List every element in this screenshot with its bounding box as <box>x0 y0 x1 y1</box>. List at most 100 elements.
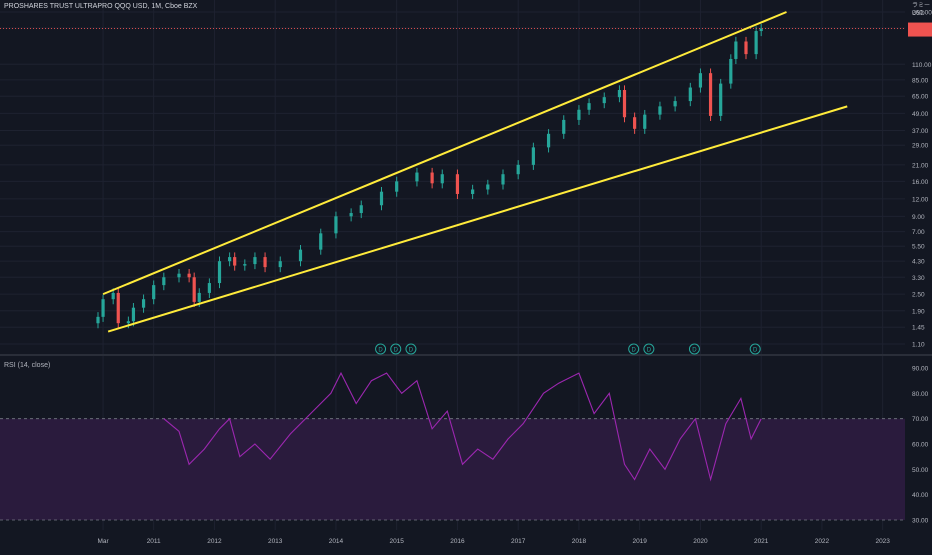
price-tick-label: 21.00 <box>912 162 929 169</box>
candle-body <box>546 133 551 148</box>
dividend-marker-icon <box>688 343 700 355</box>
candle-body <box>111 292 115 300</box>
candle-body <box>471 189 475 194</box>
dividend-marker-icon <box>643 343 655 355</box>
price-tick-label: 7.00 <box>912 229 925 236</box>
candle-body <box>263 257 267 268</box>
candle-body <box>298 249 303 262</box>
price-tick-label: 65.00 <box>912 94 929 101</box>
time-axis-label: Mar <box>97 538 109 545</box>
candle-body <box>243 264 247 266</box>
dividend-marker-label: D <box>378 348 383 354</box>
candle-body <box>617 89 622 98</box>
rsi-tick-label: 40.00 <box>912 492 929 499</box>
candle-body <box>562 119 566 134</box>
rsi-band <box>0 418 905 520</box>
channel-trendline <box>107 105 848 333</box>
candle-body <box>334 216 338 234</box>
price-tick-label: 49.00 <box>912 111 929 118</box>
candle-body <box>622 89 627 118</box>
candle-body <box>96 316 100 324</box>
candle-body <box>349 213 353 217</box>
candle-body <box>643 114 647 129</box>
candle-body <box>192 277 196 302</box>
dividend-marker-label: D <box>632 348 637 354</box>
candle-body <box>587 103 591 110</box>
candle-body <box>228 257 232 262</box>
price-tick-label: 2.50 <box>912 292 925 299</box>
rsi-tick-label: 80.00 <box>912 391 929 398</box>
last-price-badge <box>908 22 932 37</box>
candle-body <box>101 299 105 317</box>
time-axis-label: 2018 <box>572 538 587 545</box>
candle-body <box>633 117 637 129</box>
price-tick-label: 4.30 <box>912 259 925 266</box>
candle-body <box>486 184 490 190</box>
candle-body <box>455 174 460 194</box>
dividend-marker-label: D <box>394 348 399 354</box>
rsi-tick-label: 70.00 <box>912 416 929 423</box>
dividend-marker-icon <box>749 343 761 355</box>
price-tick-label: 3.30 <box>912 275 925 282</box>
candle-body <box>744 41 748 55</box>
time-axis-label: 2019 <box>632 538 647 545</box>
candle-body <box>233 257 237 266</box>
candle-body <box>187 273 191 278</box>
time-axis-label: 2020 <box>693 538 708 545</box>
price-tick-label: 260.00 <box>912 10 932 17</box>
candle-body <box>177 273 181 278</box>
candle-body <box>734 41 738 59</box>
candle-body <box>359 205 363 214</box>
price-tick-label: 1.90 <box>912 308 925 315</box>
symbol-title: PROSHARES TRUST ULTRAPRO QQQ USD, 1M, Cb… <box>4 3 198 10</box>
candle-body <box>126 321 130 324</box>
price-tick-label: 12.00 <box>912 196 929 203</box>
price-tick-label: 9.00 <box>912 214 925 221</box>
dividend-marker-label: D <box>692 348 697 354</box>
candle-body <box>729 58 733 84</box>
time-axis-label: 2022 <box>815 538 830 545</box>
candle-body <box>131 307 136 322</box>
candle-body <box>207 283 211 293</box>
rsi-tick-label: 60.00 <box>912 442 929 449</box>
price-tick-label: 85.00 <box>912 77 929 84</box>
candle-body <box>754 31 758 55</box>
candle-body <box>708 73 713 116</box>
rsi-title: RSI (14, close) <box>4 362 51 369</box>
candle-body <box>197 292 201 302</box>
dividend-marker-icon <box>628 343 640 355</box>
candle-body <box>602 97 606 104</box>
rsi-tick-label: 30.00 <box>912 518 929 525</box>
candle-body <box>319 233 323 250</box>
price-tick-label: 16.00 <box>912 179 929 186</box>
candle-body <box>395 181 399 192</box>
time-axis-label: 2014 <box>329 538 344 545</box>
candle-body <box>658 106 662 115</box>
price-tick-label: 29.00 <box>912 143 929 150</box>
price-tick-label: 110.00 <box>912 62 932 69</box>
candle-body <box>415 172 419 182</box>
time-axis-label: 2017 <box>511 538 526 545</box>
dividend-marker-icon <box>375 343 387 355</box>
candle-body <box>440 174 444 184</box>
candle-body <box>501 174 505 185</box>
time-axis-label: 2016 <box>450 538 465 545</box>
candle-body <box>278 261 282 268</box>
rsi-line <box>163 371 762 482</box>
dividend-marker-icon <box>405 343 417 355</box>
time-axis-label: 2023 <box>875 538 890 545</box>
time-axis-label: 2011 <box>147 538 161 545</box>
time-axis-label: 2013 <box>268 538 283 545</box>
dividend-marker-label: D <box>753 348 758 354</box>
candle-body <box>759 28 763 32</box>
candle-body <box>698 73 703 88</box>
candle-body <box>162 277 166 286</box>
rsi-tick-label: 50.00 <box>912 467 929 474</box>
dividend-marker-icon <box>390 343 402 355</box>
price-tick-label: 1.45 <box>912 325 925 332</box>
candle-body <box>217 261 222 284</box>
dividend-marker-label: D <box>409 348 414 354</box>
time-axis-label: 2012 <box>207 538 222 545</box>
